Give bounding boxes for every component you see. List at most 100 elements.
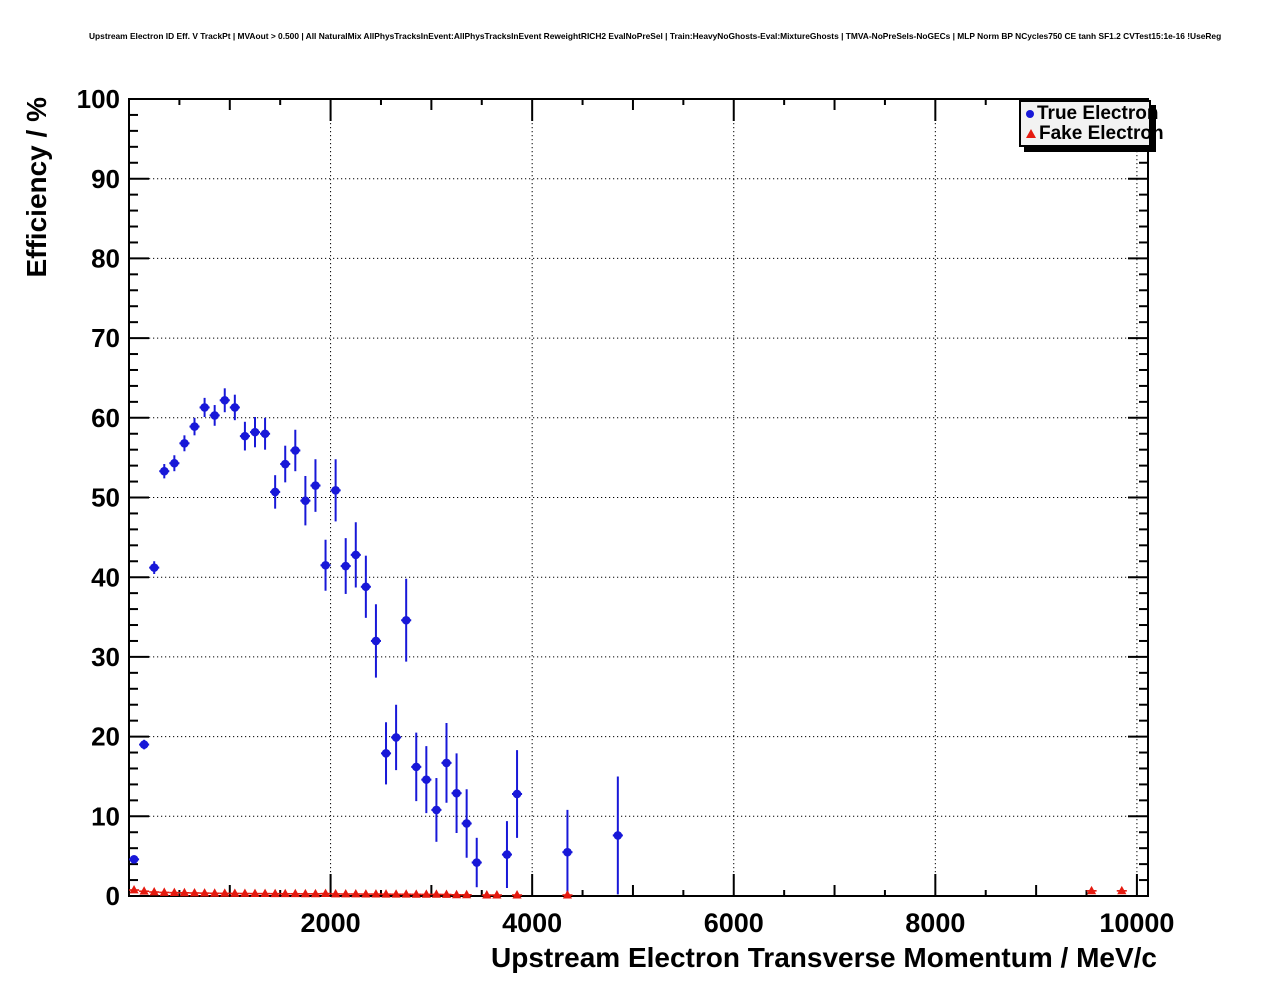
fake-electron-point [310,888,321,898]
true-electron-point [401,615,411,625]
true-electron-point [200,403,209,412]
true-electron-point [190,422,199,431]
y-tick-label: 50 [91,483,120,513]
true-electron-point [301,496,310,505]
fake-electron-point [341,889,351,898]
true-electron-point [351,550,361,560]
fake-electron-point [290,888,300,898]
true-electron-point [280,459,290,469]
y-tick-label: 90 [91,164,120,194]
true-electron-point [139,740,149,749]
plot-title: Upstream Electron ID Eff. V TrackPt | MV… [89,31,1222,41]
fake-electron-point [451,889,462,899]
fake-electron-point [411,889,421,898]
true-electron-point [452,788,461,798]
fake-electron-point [371,889,381,898]
fake-electron-point [462,889,472,899]
fake-electron-point [220,888,230,897]
true-electron-point [462,819,471,828]
fake-electron-point [280,888,290,898]
true-electron-point [371,636,381,646]
true-electron-point [159,466,169,476]
true-electron-point [321,560,330,570]
fake-electron-point [401,889,411,898]
true-electron-point [502,850,512,859]
legend-entry: Fake Electron [1026,124,1164,143]
true-electron-point [563,847,572,857]
true-electron-point [341,561,351,571]
fake-electron-point [189,887,200,897]
fake-electron-point [431,889,442,898]
legend-label: Fake Electron [1039,123,1164,144]
fake-electron-marker-icon [1026,129,1036,138]
fake-electron-point [351,889,361,898]
true-electron-point [270,487,280,497]
y-tick-label: 80 [91,244,120,274]
fake-electron-point [210,888,220,897]
true-electron-point [170,458,179,468]
fake-electron-point [331,888,341,898]
y-tick-label: 40 [91,562,120,592]
fake-electron-point [300,888,310,898]
fake-electron-point [139,886,149,895]
true-electron-point [260,429,270,439]
fake-electron-point [391,889,401,898]
x-axis-title: Upstream Electron Transverse Momentum / … [491,942,1157,973]
true-electron-point [129,855,139,864]
fake-electron-point [230,888,240,897]
fake-electron-point [441,889,452,898]
true-electron-point [422,775,431,784]
fake-electron-point [129,885,139,894]
legend-entry: True Electron [1026,104,1158,123]
x-tick-label: 2000 [301,908,361,938]
fake-electron-point [149,887,159,896]
y-tick-label: 70 [91,323,120,353]
y-tick-label: 100 [77,84,120,114]
y-tick-label: 10 [91,801,120,831]
y-axis-title: Efficiency / % [21,97,52,278]
fake-electron-point [240,888,250,897]
gridlines [129,99,1148,896]
true-electron-point [291,446,300,455]
x-tick-label: 8000 [905,908,965,938]
x-tick-label: 6000 [704,908,764,938]
fake-electron-point [361,889,371,898]
true-electron-point [230,403,240,412]
fake-electron-point [1117,885,1127,895]
fake-electron-point [381,889,391,898]
fake-electron-point [199,888,210,897]
true-electron-point [311,481,320,490]
true-electron-point [411,762,421,772]
fake-electron-point [250,888,260,898]
fake-electron-point [169,887,179,897]
true-electron-point [240,431,250,441]
fake-electron-point [260,888,270,898]
true-electron-point [432,805,441,815]
y-axis-labels: 0 10 20 30 40 50 60 70 80 90 100 [77,84,120,911]
true-electron-point [331,486,340,495]
fake-electron-point [270,888,280,898]
true-electron-point [613,831,623,840]
true-electron-point [381,749,391,758]
true-electron-point [391,733,401,742]
true-electron-point [512,789,522,799]
true-electron-point [250,427,260,437]
fake-electron-point [482,890,492,899]
fake-electron-point [320,888,331,898]
fake-electron-point [1086,885,1097,895]
fake-electron-point [562,890,573,899]
legend: True Electron Fake Electron [1019,100,1164,147]
true-electron-point [149,563,159,572]
legend-label: True Electron [1037,103,1159,124]
fake-electron-point [492,890,502,899]
true-electron-point [361,582,371,592]
x-tick-label: 10000 [1099,908,1174,938]
fake-electron-point [179,887,190,897]
x-axis-labels: 2000 4000 6000 8000 10000 [301,908,1175,938]
y-tick-label: 0 [106,881,120,911]
fake-electron-point [512,890,522,899]
true-electron-marker-icon [1026,109,1034,118]
true-electron-point [210,411,219,420]
